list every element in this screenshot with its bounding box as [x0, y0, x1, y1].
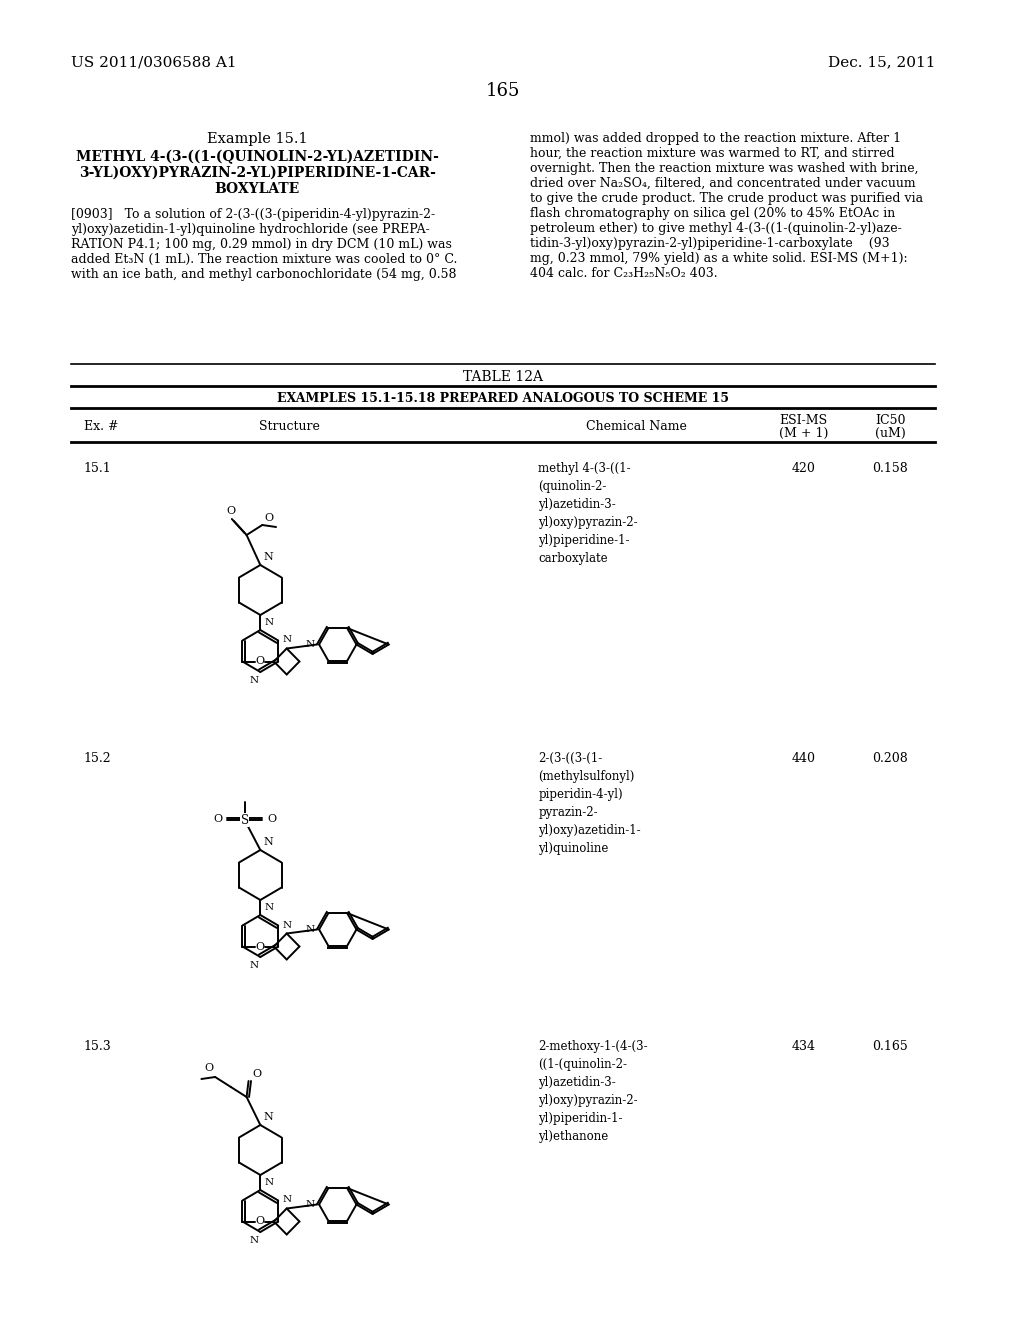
Text: 0.208: 0.208: [872, 752, 908, 766]
Text: mmol) was added dropped to the reaction mixture. After 1: mmol) was added dropped to the reaction …: [530, 132, 901, 145]
Text: N: N: [283, 635, 291, 644]
Text: mg, 0.23 mmol, 79% yield) as a white solid. ESI-MS (M+1):: mg, 0.23 mmol, 79% yield) as a white sol…: [530, 252, 908, 265]
Text: METHYL 4-(3-((1-(QUINOLIN-2-YL)AZETIDIN-: METHYL 4-(3-((1-(QUINOLIN-2-YL)AZETIDIN-: [76, 150, 439, 164]
Text: N: N: [263, 552, 273, 562]
Text: petroleum ether) to give methyl 4-(3-((1-(quinolin-2-yl)aze-: petroleum ether) to give methyl 4-(3-((1…: [530, 222, 902, 235]
Text: 0.165: 0.165: [872, 1040, 908, 1053]
Text: N: N: [305, 640, 314, 649]
Text: 3-YL)OXY)PYRAZIN-2-YL)PIPERIDINE-1-CAR-: 3-YL)OXY)PYRAZIN-2-YL)PIPERIDINE-1-CAR-: [79, 166, 436, 180]
Text: methyl 4-(3-((1-
(quinolin-2-
yl)azetidin-3-
yl)oxy)pyrazin-2-
yl)piperidine-1-
: methyl 4-(3-((1- (quinolin-2- yl)azetidi…: [539, 462, 638, 565]
Text: RATION P4.1; 100 mg, 0.29 mmol) in dry DCM (10 mL) was: RATION P4.1; 100 mg, 0.29 mmol) in dry D…: [71, 238, 452, 251]
Text: N: N: [283, 1196, 291, 1204]
Text: BOXYLATE: BOXYLATE: [215, 182, 300, 195]
Text: N: N: [249, 676, 258, 685]
Text: US 2011/0306588 A1: US 2011/0306588 A1: [71, 55, 237, 69]
Text: TABLE 12A: TABLE 12A: [463, 370, 543, 384]
Text: dried over Na₂SO₄, filtered, and concentrated under vacuum: dried over Na₂SO₄, filtered, and concent…: [530, 177, 916, 190]
Text: EXAMPLES 15.1-15.18 PREPARED ANALOGOUS TO SCHEME 15: EXAMPLES 15.1-15.18 PREPARED ANALOGOUS T…: [276, 392, 729, 405]
Text: flash chromatography on silica gel (20% to 45% EtOAc in: flash chromatography on silica gel (20% …: [530, 207, 896, 220]
Text: 420: 420: [792, 462, 815, 475]
Text: 165: 165: [485, 82, 520, 100]
Text: O: O: [226, 506, 236, 516]
Text: O: O: [264, 513, 273, 523]
Text: (uM): (uM): [874, 426, 905, 440]
Text: 2-methoxy-1-(4-(3-
((1-(quinolin-2-
yl)azetidin-3-
yl)oxy)pyrazin-2-
yl)piperidi: 2-methoxy-1-(4-(3- ((1-(quinolin-2- yl)a…: [539, 1040, 648, 1143]
Text: overnight. Then the reaction mixture was washed with brine,: overnight. Then the reaction mixture was…: [530, 162, 919, 176]
Text: O: O: [267, 814, 276, 824]
Text: to give the crude product. The crude product was purified via: to give the crude product. The crude pro…: [530, 191, 924, 205]
Text: O: O: [253, 1069, 261, 1078]
Text: (M + 1): (M + 1): [779, 426, 828, 440]
Text: N: N: [264, 1177, 273, 1187]
Text: N: N: [263, 1111, 273, 1122]
Text: ESI-MS: ESI-MS: [779, 414, 827, 426]
Text: N: N: [249, 1236, 258, 1245]
Text: N: N: [263, 837, 273, 847]
Text: 2-(3-((3-(1-
(methylsulfonyl)
piperidin-4-yl)
pyrazin-2-
yl)oxy)azetidin-1-
yl)q: 2-(3-((3-(1- (methylsulfonyl) piperidin-…: [539, 752, 641, 855]
Text: 434: 434: [792, 1040, 815, 1053]
Text: O: O: [256, 656, 265, 667]
Text: S: S: [241, 813, 249, 826]
Text: Ex. #: Ex. #: [84, 420, 118, 433]
Text: Example 15.1: Example 15.1: [207, 132, 307, 147]
Text: 404 calc. for C₂₃H₂₅N₅O₂ 403.: 404 calc. for C₂₃H₂₅N₅O₂ 403.: [530, 267, 718, 280]
Text: 0.158: 0.158: [872, 462, 908, 475]
Text: N: N: [264, 618, 273, 627]
Text: yl)oxy)azetidin-1-yl)quinoline hydrochloride (see PREPA-: yl)oxy)azetidin-1-yl)quinoline hydrochlo…: [71, 223, 429, 236]
Text: IC50: IC50: [874, 414, 905, 426]
Text: added Et₃N (1 mL). The reaction mixture was cooled to 0° C.: added Et₃N (1 mL). The reaction mixture …: [71, 253, 457, 267]
Text: Dec. 15, 2011: Dec. 15, 2011: [827, 55, 935, 69]
Text: O: O: [213, 814, 222, 824]
Text: N: N: [305, 925, 314, 935]
Text: O: O: [204, 1063, 213, 1073]
Text: O: O: [256, 1217, 265, 1226]
Text: N: N: [283, 920, 291, 929]
Text: N: N: [305, 1200, 314, 1209]
Text: Chemical Name: Chemical Name: [586, 420, 687, 433]
Text: N: N: [249, 961, 258, 970]
Text: N: N: [264, 903, 273, 912]
Text: hour, the reaction mixture was warmed to RT, and stirred: hour, the reaction mixture was warmed to…: [530, 147, 895, 160]
Text: 15.3: 15.3: [84, 1040, 112, 1053]
Text: [0903]   To a solution of 2-(3-((3-(piperidin-4-yl)pyrazin-2-: [0903] To a solution of 2-(3-((3-(piperi…: [71, 209, 435, 220]
Text: tidin-3-yl)oxy)pyrazin-2-yl)piperidine-1-carboxylate    (93: tidin-3-yl)oxy)pyrazin-2-yl)piperidine-1…: [530, 238, 890, 249]
Text: with an ice bath, and methyl carbonochloridate (54 mg, 0.58: with an ice bath, and methyl carbonochlo…: [71, 268, 457, 281]
Text: O: O: [256, 941, 265, 952]
Text: Structure: Structure: [259, 420, 321, 433]
Text: 15.1: 15.1: [84, 462, 112, 475]
Text: 15.2: 15.2: [84, 752, 112, 766]
Text: 440: 440: [792, 752, 815, 766]
